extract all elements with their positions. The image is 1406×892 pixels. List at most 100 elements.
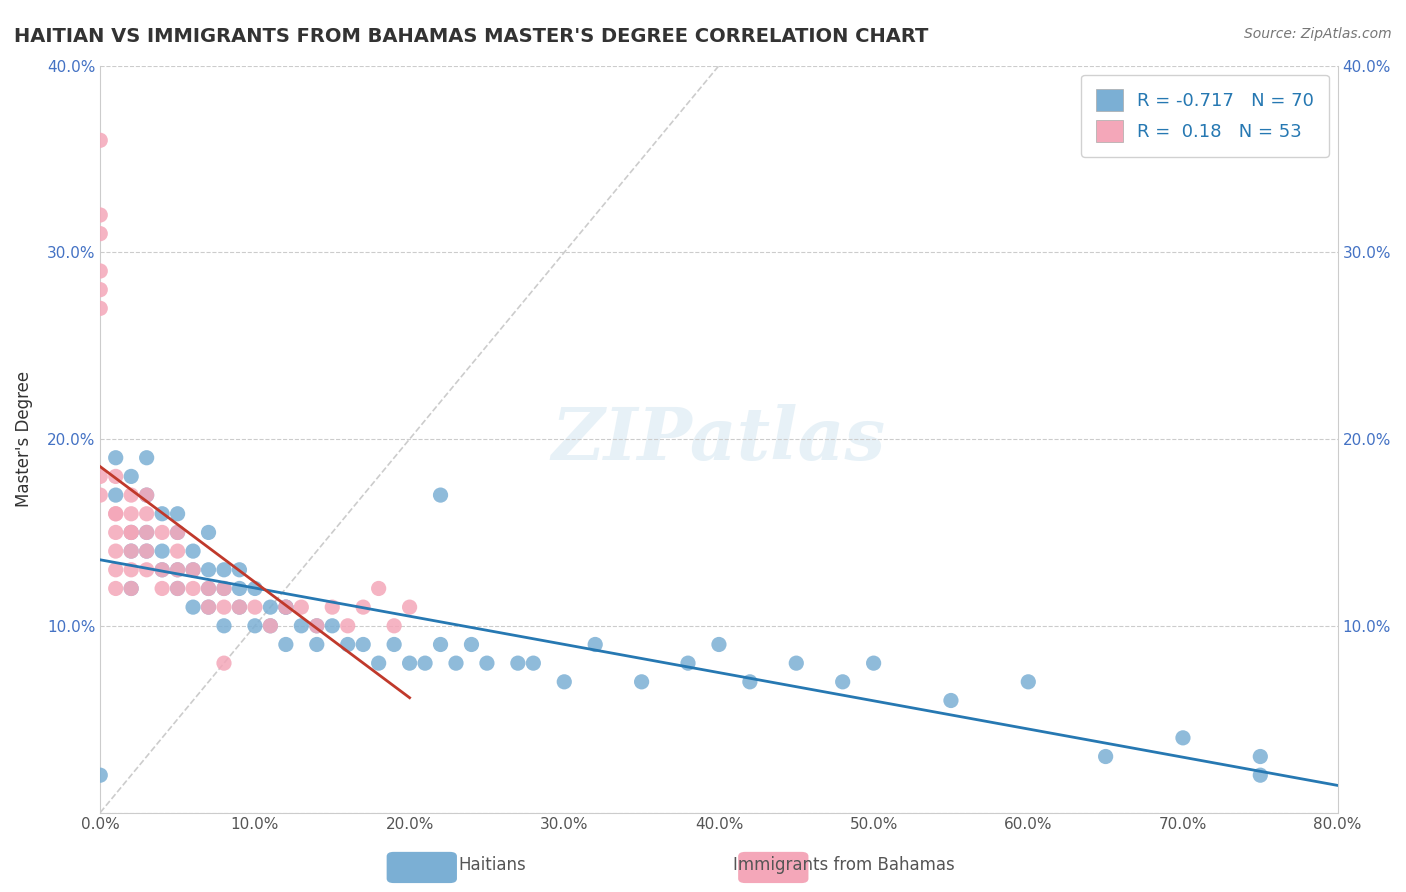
Point	[181, 544, 204, 558]
Point	[352, 600, 374, 615]
Point	[1249, 749, 1271, 764]
Point	[197, 525, 219, 540]
Point	[382, 619, 405, 633]
Point	[228, 600, 250, 615]
Point	[89, 488, 111, 502]
Point	[120, 488, 142, 502]
Point	[228, 600, 250, 615]
Point	[181, 582, 204, 596]
Point	[522, 656, 544, 670]
Point	[413, 656, 436, 670]
Point	[274, 600, 297, 615]
Point	[181, 563, 204, 577]
Point	[305, 619, 328, 633]
Point	[444, 656, 467, 670]
Point	[135, 488, 157, 502]
Text: Source: ZipAtlas.com: Source: ZipAtlas.com	[1244, 27, 1392, 41]
Point	[259, 600, 281, 615]
Point	[89, 301, 111, 316]
Point	[212, 582, 235, 596]
Point	[630, 674, 652, 689]
Point	[352, 638, 374, 652]
Point	[104, 507, 127, 521]
Point	[212, 563, 235, 577]
Point	[89, 133, 111, 147]
Point	[135, 450, 157, 465]
Point	[336, 638, 359, 652]
Point	[274, 600, 297, 615]
Point	[166, 563, 188, 577]
Point	[135, 525, 157, 540]
Point	[506, 656, 529, 670]
Point	[321, 600, 343, 615]
Point	[150, 563, 173, 577]
Text: Haitians: Haitians	[458, 856, 526, 874]
Point	[166, 582, 188, 596]
Point	[429, 488, 451, 502]
Point	[135, 563, 157, 577]
Point	[259, 619, 281, 633]
Point	[120, 563, 142, 577]
Point	[166, 525, 188, 540]
Point	[785, 656, 807, 670]
Text: ZIPatlas: ZIPatlas	[553, 403, 886, 475]
Point	[181, 600, 204, 615]
Point	[104, 488, 127, 502]
Point	[89, 469, 111, 483]
Point	[197, 563, 219, 577]
Point	[135, 525, 157, 540]
Point	[197, 582, 219, 596]
Legend: R = -0.717   N = 70, R =  0.18   N = 53: R = -0.717 N = 70, R = 0.18 N = 53	[1081, 75, 1329, 157]
Point	[120, 525, 142, 540]
Point	[120, 582, 142, 596]
Point	[120, 469, 142, 483]
Point	[150, 525, 173, 540]
Point	[120, 544, 142, 558]
Point	[104, 469, 127, 483]
Point	[150, 507, 173, 521]
Point	[939, 693, 962, 707]
Point	[707, 638, 730, 652]
Point	[321, 619, 343, 633]
Point	[259, 619, 281, 633]
Point	[120, 507, 142, 521]
Point	[212, 582, 235, 596]
Point	[290, 600, 312, 615]
Point	[212, 600, 235, 615]
Point	[135, 488, 157, 502]
Point	[429, 638, 451, 652]
Point	[1094, 749, 1116, 764]
Point	[104, 450, 127, 465]
Point	[367, 582, 389, 596]
Point	[1249, 768, 1271, 782]
Point	[243, 619, 266, 633]
Point	[398, 600, 420, 615]
Point	[104, 525, 127, 540]
Point	[104, 507, 127, 521]
Point	[382, 638, 405, 652]
Point	[212, 619, 235, 633]
Point	[104, 544, 127, 558]
Point	[89, 768, 111, 782]
Point	[274, 638, 297, 652]
Point	[336, 619, 359, 633]
Point	[475, 656, 498, 670]
Point	[166, 525, 188, 540]
Point	[831, 674, 853, 689]
Point	[290, 619, 312, 633]
Point	[166, 582, 188, 596]
Point	[583, 638, 606, 652]
Point	[89, 208, 111, 222]
Point	[120, 525, 142, 540]
Point	[89, 264, 111, 278]
Point	[150, 582, 173, 596]
Point	[120, 525, 142, 540]
Point	[89, 227, 111, 241]
Point	[305, 619, 328, 633]
Y-axis label: Master's Degree: Master's Degree	[15, 371, 32, 508]
Point	[181, 563, 204, 577]
Point	[1017, 674, 1039, 689]
Point	[135, 544, 157, 558]
Point	[120, 544, 142, 558]
Point	[197, 600, 219, 615]
